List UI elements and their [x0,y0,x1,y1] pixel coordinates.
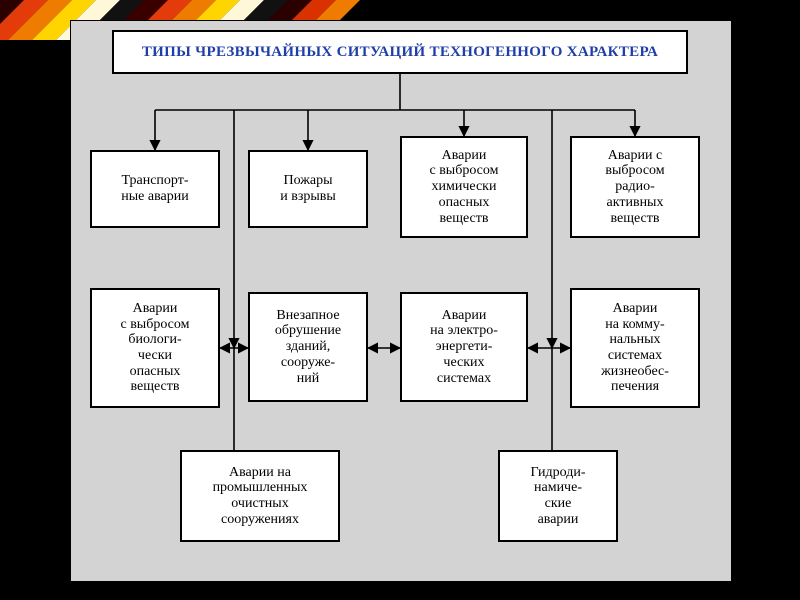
node-n7: Аварии на электро- энергети- ческих сист… [400,292,528,402]
node-n4: Аварии с выбросом радио- активных вещест… [570,136,700,238]
node-label: Аварии на промышленных очистных сооружен… [213,465,308,528]
node-label: Аварии на электро- энергети- ческих сист… [430,308,498,386]
node-n3: Аварии с выбросом химически опасных веще… [400,136,528,238]
node-label: Внезапное обрушение зданий, сооруже- ний [275,308,341,386]
node-label: Транспорт- ные аварии [121,173,188,204]
node-n2: Пожары и взрывы [248,150,368,228]
node-n10: Гидроди- намиче- ские аварии [498,450,618,542]
node-n5: Аварии с выбросом биологи- чески опасных… [90,288,220,408]
node-label: Аварии с выбросом химически опасных веще… [429,148,498,226]
diagram-title-text: ТИПЫ ЧРЕЗВЫЧАЙНЫХ СИТУАЦИЙ ТЕХНОГЕННОГО … [142,44,658,61]
diagram-title: ТИПЫ ЧРЕЗВЫЧАЙНЫХ СИТУАЦИЙ ТЕХНОГЕННОГО … [112,30,688,74]
node-label: Пожары и взрывы [280,173,336,204]
node-label: Аварии с выбросом радио- активных вещест… [605,148,664,226]
node-n6: Внезапное обрушение зданий, сооруже- ний [248,292,368,402]
node-n1: Транспорт- ные аварии [90,150,220,228]
node-n9: Аварии на промышленных очистных сооружен… [180,450,340,542]
node-label: Гидроди- намиче- ские аварии [530,465,585,528]
node-label: Аварии с выбросом биологи- чески опасных… [120,301,189,395]
node-n8: Аварии на комму- нальных системах жизнео… [570,288,700,408]
node-label: Аварии на комму- нальных системах жизнео… [601,301,669,395]
